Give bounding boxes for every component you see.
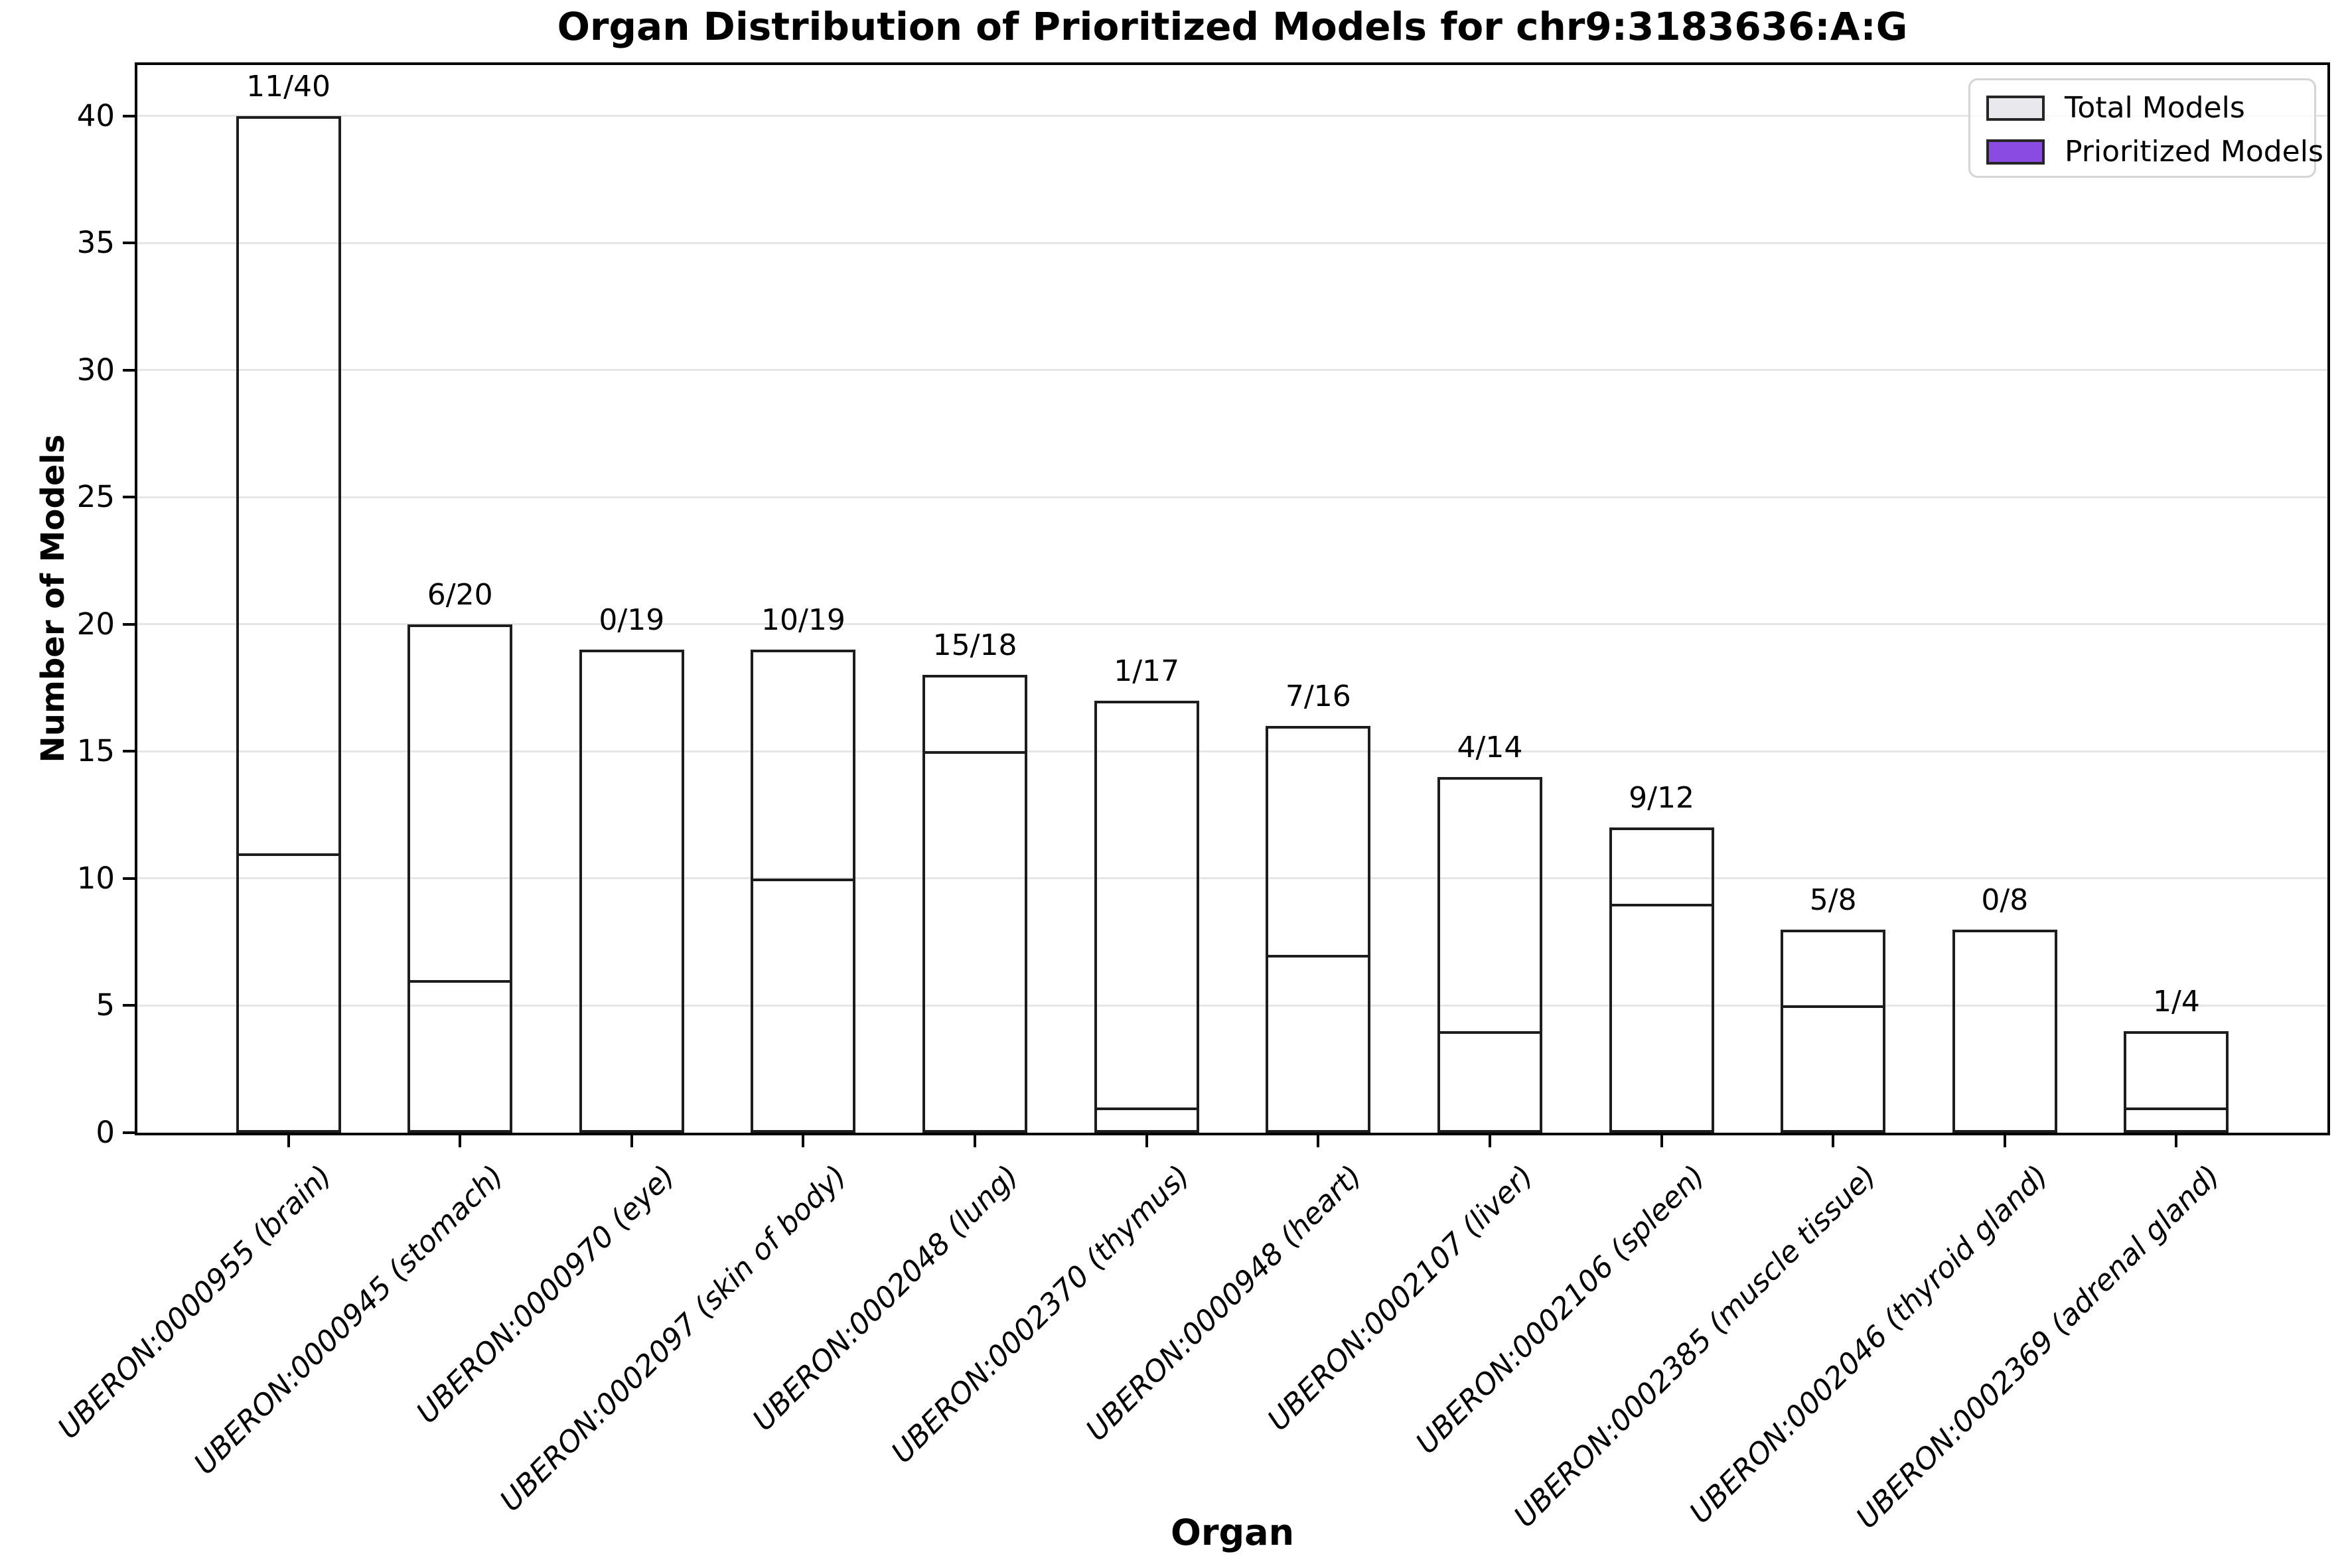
x-tick-label: UBERON:0002369 (adrenal gland) <box>1850 1159 2227 1535</box>
y-tick <box>123 114 135 117</box>
x-tick <box>974 1135 977 1147</box>
x-tick-label: UBERON:0002385 (muscle tissue) <box>1507 1159 1883 1534</box>
x-tick <box>287 1135 290 1147</box>
chart-title: Organ Distribution of Prioritized Models… <box>557 4 1908 49</box>
y-tick <box>123 877 135 880</box>
legend-swatch-prioritized-models <box>1986 139 2045 165</box>
bar-prioritized <box>1437 1031 1542 1133</box>
y-tick-label: 0 <box>96 1115 115 1150</box>
x-tick-label: UBERON:0000955 (brain) <box>51 1159 338 1446</box>
y-tick <box>123 242 135 245</box>
bar-annotation: 1/4 <box>2153 984 2200 1019</box>
y-tick <box>123 1004 135 1007</box>
x-tick-label: UBERON:0002097 (skin of body) <box>494 1159 853 1519</box>
bar-prioritized <box>922 751 1028 1133</box>
bar-annotation: 10/19 <box>761 603 845 638</box>
bar-total <box>1094 700 1199 1133</box>
x-tick-label: UBERON:0002106 (spleen) <box>1409 1159 1712 1461</box>
legend-swatch-total-models <box>1986 96 2045 121</box>
x-tick <box>802 1135 805 1147</box>
bar-prioritized <box>1266 954 1371 1133</box>
x-tick <box>2003 1135 2006 1147</box>
bar-annotation: 9/12 <box>1629 781 1694 816</box>
y-tick <box>123 750 135 753</box>
bar-prioritized <box>2124 1107 2229 1133</box>
bar-annotation: 4/14 <box>1457 730 1523 764</box>
y-tick <box>123 496 135 499</box>
gridline <box>137 496 2327 498</box>
bar-annotation: 11/40 <box>246 69 330 104</box>
bar-prioritized <box>751 878 856 1133</box>
x-tick <box>1488 1135 1491 1147</box>
legend-label-total-models: Total Models <box>2065 91 2245 125</box>
x-tick <box>1317 1135 1320 1147</box>
x-tick <box>2175 1135 2178 1147</box>
x-tick-label: UBERON:0002370 (thymus) <box>885 1159 1197 1470</box>
y-tick-label: 20 <box>76 606 115 642</box>
y-tick-label: 35 <box>76 225 115 261</box>
gridline <box>137 750 2327 752</box>
gridline <box>137 369 2327 372</box>
bar-annotation: 15/18 <box>932 628 1017 663</box>
legend: Total Models Prioritized Models <box>1968 78 2323 178</box>
legend-entry-total: Total Models <box>1970 86 2314 130</box>
x-tick-label: UBERON:0000945 (stomach) <box>187 1159 510 1482</box>
bar-prioritized <box>1609 904 1714 1133</box>
bar-annotation: 0/8 <box>1981 883 2029 917</box>
plot-area: 0 5 10 15 20 25 30 35 40 11/40 6/20 0/19 10/19 15/18 1… <box>77 62 2330 1150</box>
bar-annotation: 1/17 <box>1114 654 1180 688</box>
x-axis-title: Organ <box>1170 1512 1295 1553</box>
gridline <box>137 115 2327 117</box>
y-tick <box>123 1131 135 1134</box>
y-tick-label: 30 <box>76 352 115 388</box>
legend-entry-prioritized: Prioritized Models <box>1970 130 2323 174</box>
gridline <box>137 877 2327 880</box>
x-tick <box>1832 1135 1835 1147</box>
x-tick-label: UBERON:0002046 (thyroid gland) <box>1683 1159 2055 1531</box>
x-tick <box>1660 1135 1663 1147</box>
bar-prioritized <box>407 980 513 1133</box>
bar-annotation: 6/20 <box>427 577 493 612</box>
y-tick-label: 25 <box>76 479 115 515</box>
y-tick-label: 10 <box>76 860 115 896</box>
y-tick-label: 15 <box>76 733 115 769</box>
bar-prioritized <box>236 853 341 1133</box>
gridline <box>137 623 2327 626</box>
bar-prioritized <box>1781 1005 1886 1133</box>
bar-total <box>579 650 684 1133</box>
y-tick <box>123 368 135 372</box>
y-tick-label: 40 <box>76 98 115 133</box>
x-tick <box>1145 1135 1148 1147</box>
bar-annotation: 5/8 <box>1809 883 1857 917</box>
legend-label-prioritized-models: Prioritized Models <box>2065 135 2323 169</box>
y-tick <box>123 622 135 626</box>
bar-annotation: 7/16 <box>1285 679 1351 714</box>
bar-annotation: 0/19 <box>599 603 665 638</box>
gridline <box>137 1004 2327 1007</box>
x-tick <box>459 1135 462 1147</box>
y-tick-label: 5 <box>96 987 115 1023</box>
x-tick-label: UBERON:0000948 (heart) <box>1079 1159 1368 1448</box>
gridline <box>137 242 2327 244</box>
x-tick <box>630 1135 633 1147</box>
bar-total <box>1952 929 2057 1133</box>
bar-prioritized <box>1094 1107 1199 1133</box>
